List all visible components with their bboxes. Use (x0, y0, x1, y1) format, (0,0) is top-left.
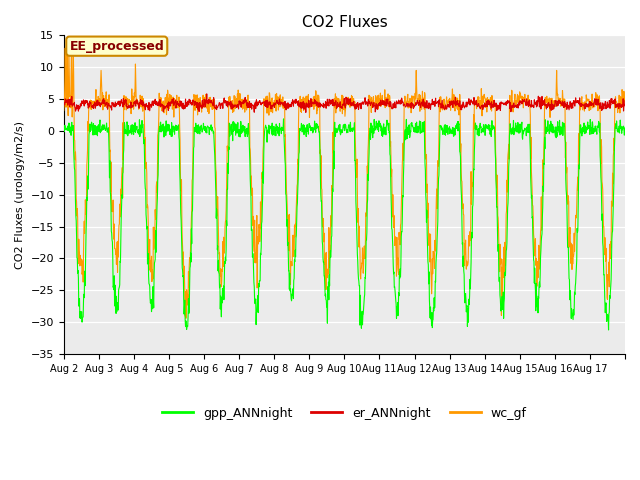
Title: CO2 Fluxes: CO2 Fluxes (301, 15, 387, 30)
Y-axis label: CO2 Fluxes (urology/m2/s): CO2 Fluxes (urology/m2/s) (15, 120, 25, 269)
Legend: gpp_ANNnight, er_ANNnight, wc_gf: gpp_ANNnight, er_ANNnight, wc_gf (157, 402, 532, 425)
Text: EE_processed: EE_processed (69, 40, 164, 53)
